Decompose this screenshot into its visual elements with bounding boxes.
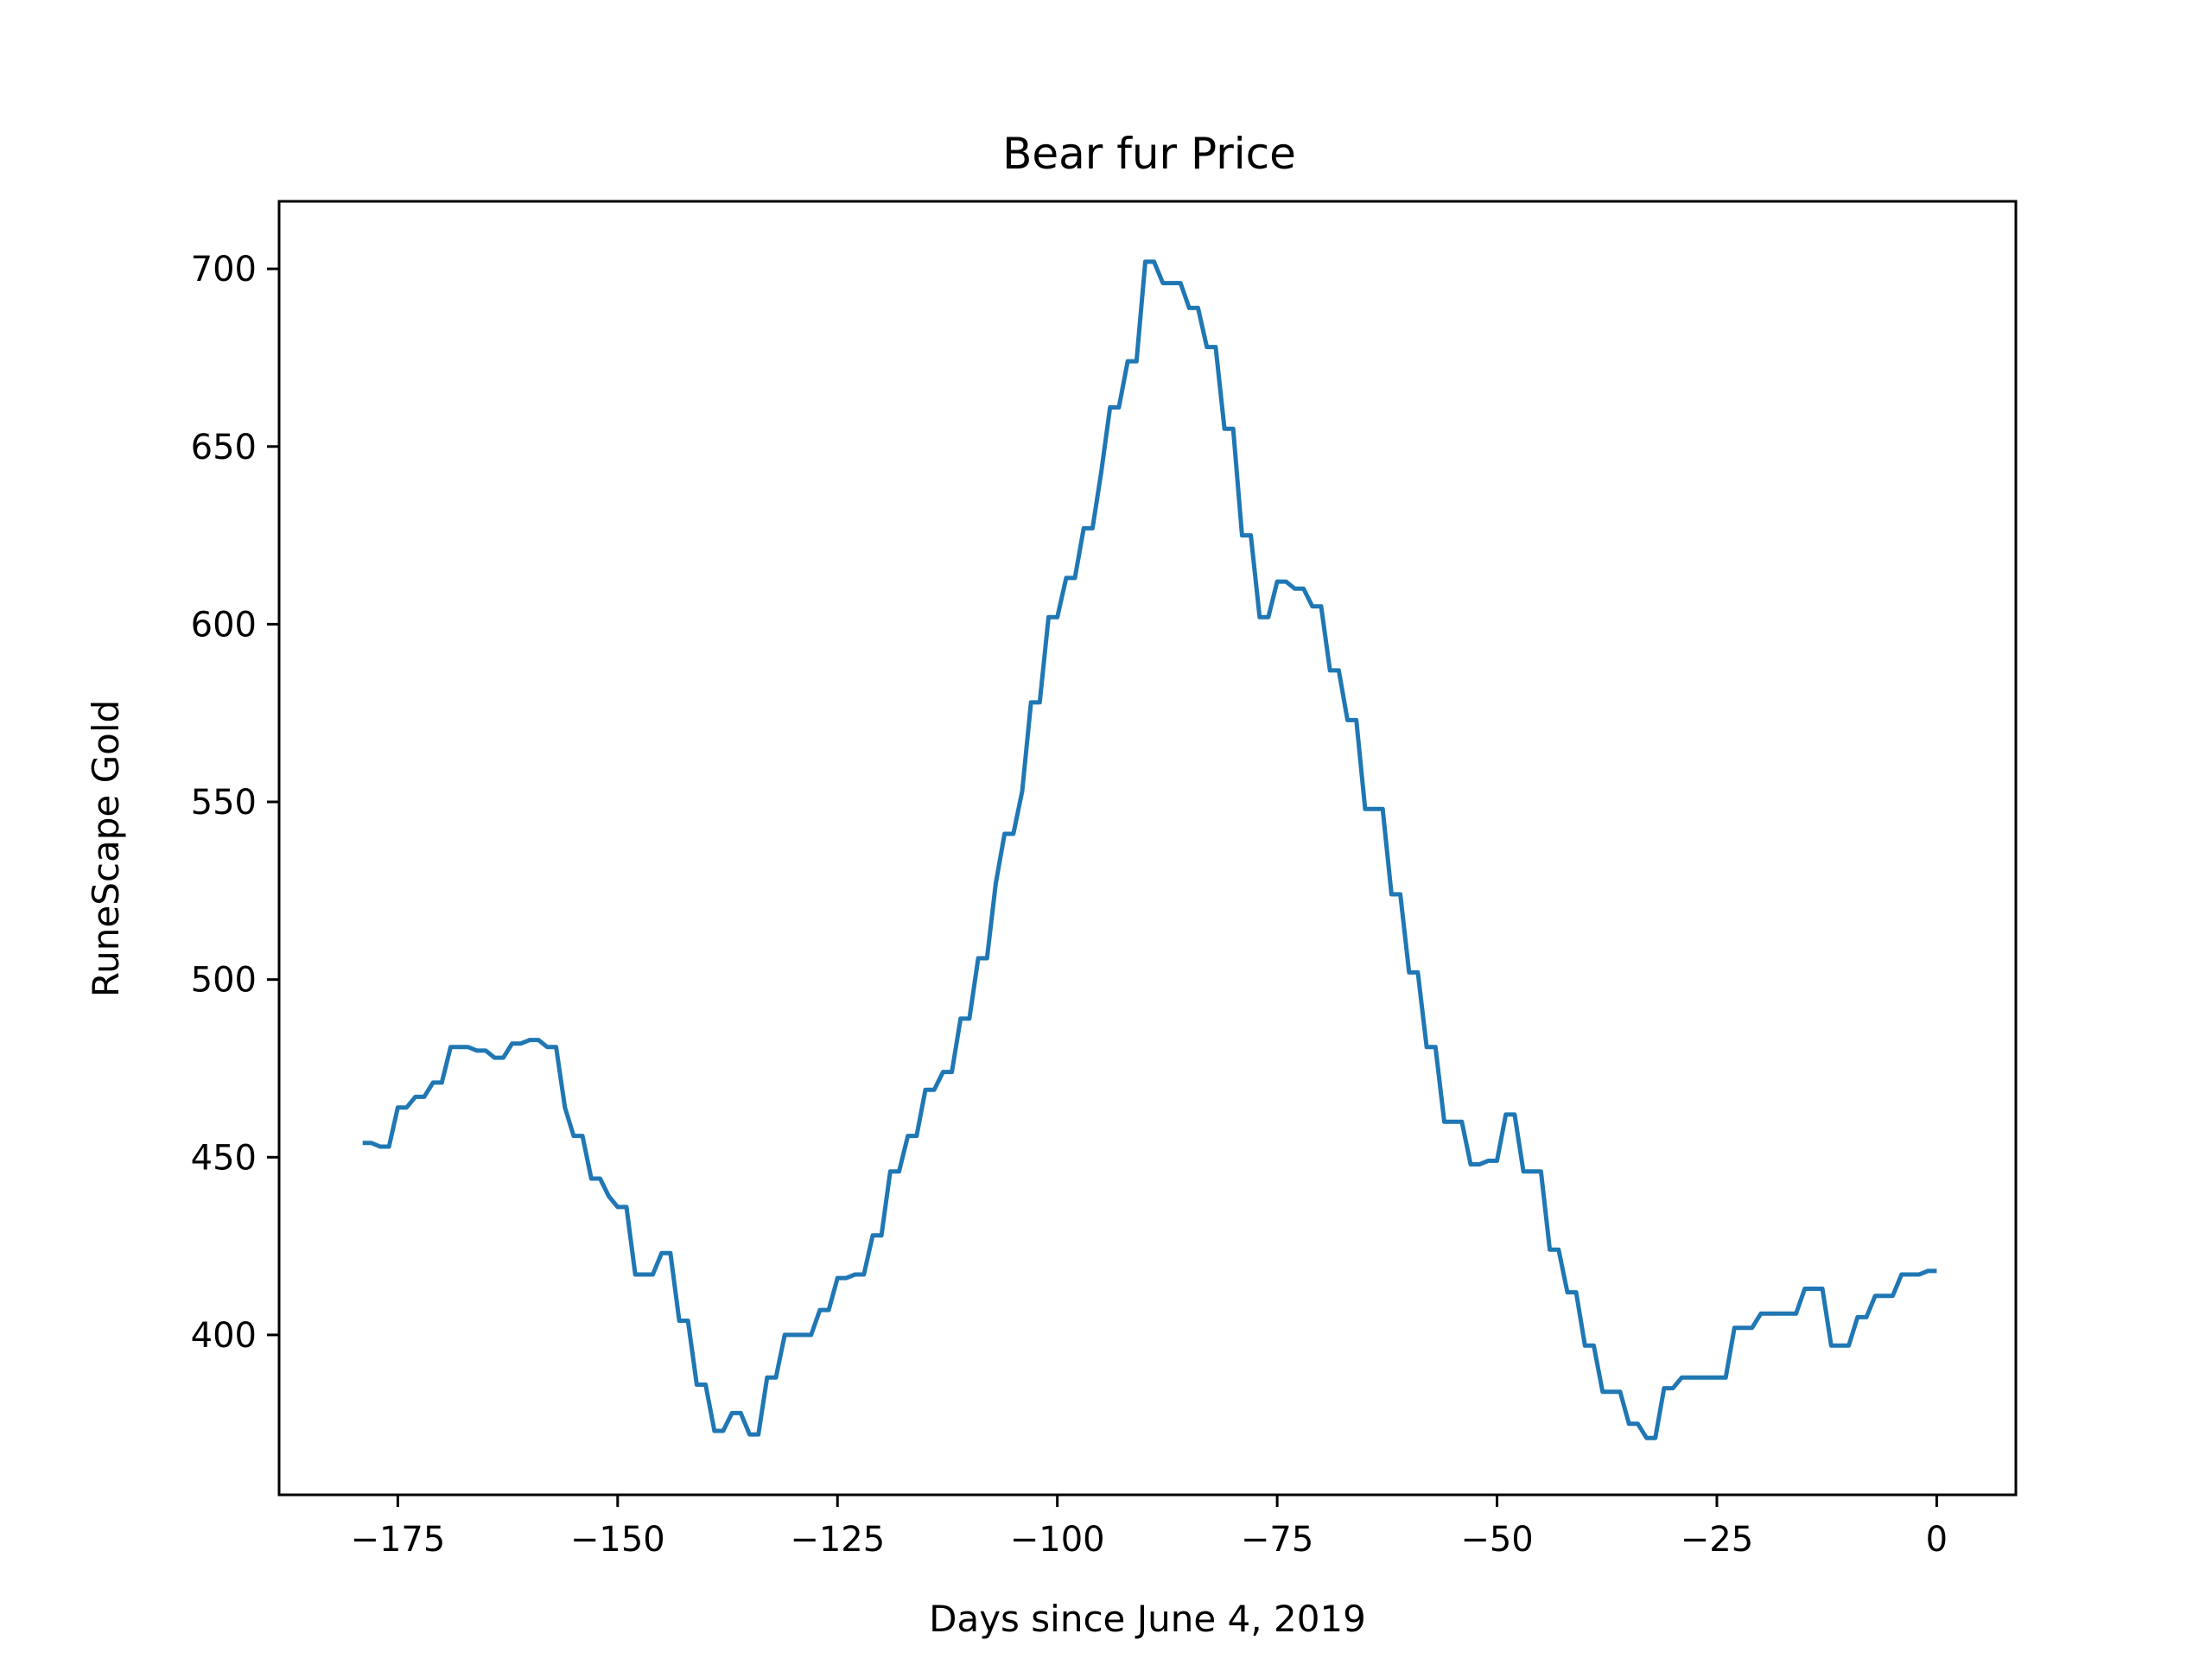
x-tick-label: −175 [350,1520,445,1560]
x-axis: −175 −150 −125 −100 −75 −50 −25 0 [350,1495,1948,1560]
x-tick-label: −125 [790,1520,885,1560]
x-tick-label: −25 [1681,1520,1753,1560]
y-axis: 400 450 500 550 600 650 700 [191,250,279,1356]
x-tick-label: −100 [1010,1520,1105,1560]
y-tick-label: 700 [191,250,257,289]
y-tick-label: 450 [191,1138,257,1178]
x-axis-label: Days since June 4, 2019 [929,1598,1366,1640]
y-tick-label: 550 [191,783,257,823]
x-tick-label: −150 [570,1520,665,1560]
y-tick-label: 600 [191,605,257,645]
x-tick-label: −75 [1241,1520,1313,1560]
plot-area [362,259,1937,1440]
y-tick-label: 400 [191,1316,257,1356]
y-axis-label: RuneScape Gold [85,700,127,997]
y-tick-label: 500 [191,961,257,1001]
chart-title: Bear fur Price [1002,129,1296,179]
x-tick-label: 0 [1926,1520,1948,1560]
x-tick-label: −50 [1460,1520,1533,1560]
series-line-0 [362,259,1937,1440]
y-tick-label: 650 [191,428,257,467]
axes-frame [277,200,2018,1497]
